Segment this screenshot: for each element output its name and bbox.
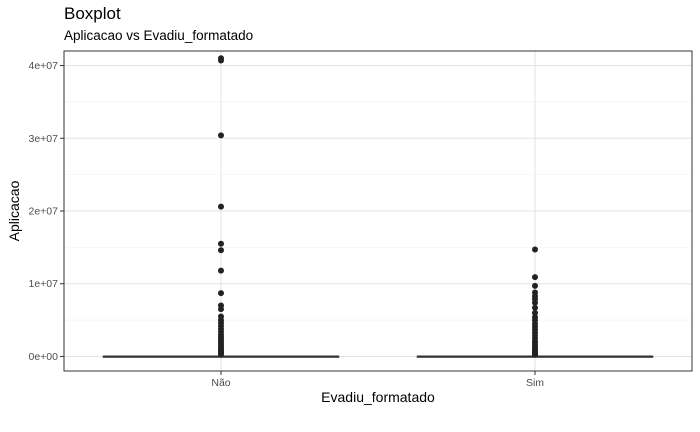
y-tick-label: 2e+07	[29, 206, 59, 218]
outlier-point	[532, 351, 538, 358]
outlier-point	[532, 282, 538, 289]
outlier-point	[532, 274, 538, 281]
outlier-point	[532, 246, 538, 253]
outlier-point	[218, 132, 224, 139]
chart-title: Boxplot	[64, 4, 121, 23]
y-tick-label: 3e+07	[29, 133, 59, 145]
y-tick-label: 1e+07	[29, 278, 59, 290]
x-tick-label: Sim	[526, 377, 544, 389]
outlier-point	[218, 267, 224, 274]
outlier-points	[218, 55, 538, 358]
outlier-point	[218, 240, 224, 247]
outlier-point	[218, 290, 224, 297]
y-axis-label: Aplicacao	[6, 180, 22, 242]
outlier-point	[218, 247, 224, 254]
outlier-point	[218, 203, 224, 210]
outlier-point	[532, 304, 538, 311]
y-tick-label: 4e+07	[29, 60, 59, 72]
outlier-point	[532, 299, 538, 306]
outlier-point	[532, 309, 538, 316]
outlier-point	[218, 351, 224, 358]
y-axis: 0e+00 1e+07 2e+07 3e+07 4e+07	[29, 60, 64, 363]
x-axis-label: Evadiu_formatado	[321, 389, 435, 405]
x-tick-label: Não	[211, 377, 230, 389]
chart-subtitle: Aplicacao vs Evadiu_formatado	[64, 28, 254, 43]
outlier-point	[218, 306, 224, 313]
outlier-point	[218, 57, 224, 64]
y-tick-label: 0e+00	[29, 351, 59, 363]
x-axis: Não Sim	[211, 371, 544, 389]
